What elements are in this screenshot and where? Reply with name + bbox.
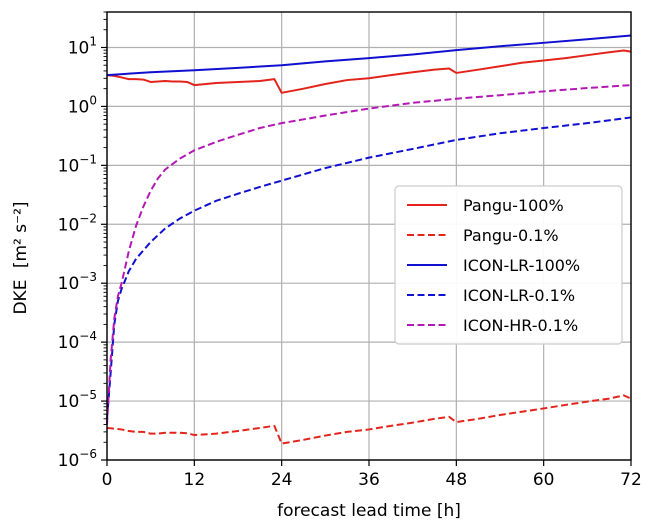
- ticks: [101, 11, 632, 466]
- x-axis-label: forecast lead time [h]: [277, 501, 461, 521]
- legend: Pangu-100% Pangu-0.1% ICON-LR-100% ICON-LR-…: [394, 185, 623, 345]
- y-axis-label-group: DKE [m² s⁻²]: [11, 201, 31, 314]
- x-tick-label: 12: [184, 470, 206, 490]
- series-layer: [106, 34, 632, 445]
- series-line: [106, 116, 632, 419]
- legend-box: [394, 185, 623, 345]
- y-tick-label: 10−5: [58, 388, 97, 412]
- legend-label: ICON-LR-100%: [463, 256, 580, 275]
- y-axis-label-name: DKE: [11, 280, 31, 315]
- series-line: [106, 84, 632, 425]
- y-axis-label-units: [m² s⁻²]: [11, 201, 31, 268]
- legend-label: Pangu-100%: [463, 196, 564, 215]
- y-tick-label: 101: [68, 34, 97, 58]
- series-line: [106, 394, 632, 445]
- legend-label: Pangu-0.1%: [463, 226, 559, 245]
- y-tick-label: 10−4: [58, 329, 97, 353]
- series-line: [106, 34, 632, 77]
- x-tick-label: 48: [446, 470, 468, 490]
- x-tick-label: 36: [358, 470, 380, 490]
- series-line: [106, 49, 632, 94]
- y-tick-label: 10−2: [58, 211, 97, 235]
- y-tick-label: 10−1: [58, 152, 97, 176]
- legend-label: ICON-HR-0.1%: [463, 316, 578, 335]
- x-tick-label: 60: [533, 470, 555, 490]
- y-tick-label: 100: [68, 93, 97, 117]
- y-tick-label: 10−6: [58, 447, 97, 471]
- legend-label: ICON-LR-0.1%: [463, 286, 575, 305]
- y-tick-label: 10−3: [58, 270, 97, 294]
- x-tick-label: 0: [102, 470, 113, 490]
- x-tick-label: 24: [271, 470, 293, 490]
- x-tick-label: 72: [620, 470, 642, 490]
- tick-labels: 0 12 24 36 48 60 72 10−6 10−5 10−4 10−3 10−2 10−1 100…: [58, 34, 642, 490]
- y-axis-label: DKE [m² s⁻²]: [11, 201, 31, 314]
